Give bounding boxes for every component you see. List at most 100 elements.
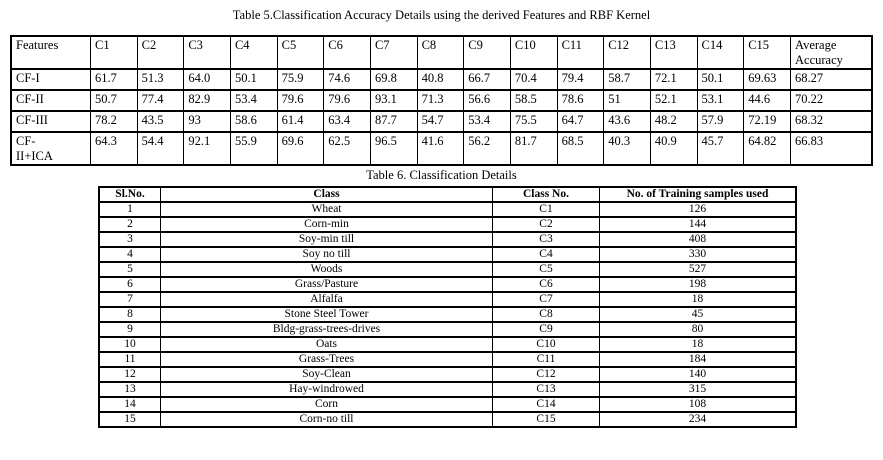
table5-value-cell: 41.6 — [416, 131, 465, 166]
table6-class-cell: Soy no till — [160, 246, 493, 263]
table6-samples-cell: 18 — [599, 336, 797, 353]
table6-classification-table: Sl.No. Class Class No. No. of Training samp… — [98, 186, 797, 428]
table5-value-cell: 58.6 — [229, 110, 278, 133]
table6-classno-cell: C4 — [492, 246, 600, 263]
table5-value-cell: 61.4 — [276, 110, 325, 133]
table6-header-cell: No. of Training samples used — [599, 186, 797, 203]
table5-value-cell: 71.3 — [416, 89, 465, 112]
table6-row: 2 Corn-min C2 144 — [98, 216, 797, 233]
table6-samples-cell: 144 — [599, 216, 797, 233]
table6-samples-cell: 330 — [599, 246, 797, 263]
table5-value-cell: 54.7 — [416, 110, 465, 133]
table5-value-cell: 77.4 — [136, 89, 185, 112]
table5-value-cell: 69.63 — [743, 68, 791, 91]
table6-caption: Table 6. Classification Details — [366, 168, 517, 182]
table6-body: 1 Wheat C1 126 2 Corn-min C2 144 3 Soy-min till C3… — [98, 201, 797, 428]
table6-classno-cell: C9 — [492, 321, 600, 338]
table5-value-cell: 62.5 — [323, 131, 371, 166]
table6-samples-cell: 527 — [599, 261, 797, 278]
table5-feature-cell: CF- II+ICA — [10, 131, 91, 166]
table5-value-cell: 43.5 — [136, 110, 185, 133]
table5-header-cell: C10 — [509, 35, 558, 70]
table6-classno-cell: C12 — [492, 366, 600, 383]
table5-header-cell: C12 — [603, 35, 651, 70]
table6-samples-cell: 184 — [599, 351, 797, 368]
table5-value-cell: 69.8 — [369, 68, 418, 91]
table5-header-cell: C3 — [183, 35, 231, 70]
table5-value-cell: 93 — [183, 110, 231, 133]
table6-classno-cell: C11 — [492, 351, 600, 368]
table6-class-cell: Bldg-grass-trees-drives — [160, 321, 493, 338]
table5-accuracy-table: Features C1 C2 C3 C4 C5 C6 C7 C8 C9 C10 C11 C12 C13 C1… — [10, 35, 873, 166]
table6-classno-cell: C3 — [492, 231, 600, 248]
table6-classno-cell: C7 — [492, 291, 600, 308]
table6-classno-cell: C5 — [492, 261, 600, 278]
table6-classno-cell: C1 — [492, 201, 600, 218]
table5-value-cell: 57.9 — [696, 110, 745, 133]
table6-class-cell: Corn-min — [160, 216, 493, 233]
table5-header-cell: C6 — [323, 35, 371, 70]
table5-value-cell: 40.9 — [649, 131, 698, 166]
table5-value-cell: 50.1 — [229, 68, 278, 91]
table5-value-cell: 55.9 — [229, 131, 278, 166]
table5-value-cell: 40.3 — [603, 131, 651, 166]
table6-class-cell: Alfalfa — [160, 291, 493, 308]
table6-samples-cell: 234 — [599, 411, 797, 428]
table5-body: CF-I 61.7 51.3 64.0 50.1 75.9 74.6 69.8 40.8 66.7… — [10, 68, 873, 166]
table6-classno-cell: C10 — [492, 336, 600, 353]
table6-samples-cell: 80 — [599, 321, 797, 338]
table5-value-cell: 61.7 — [90, 68, 138, 91]
table6-classno-cell: C13 — [492, 381, 600, 398]
table6-samples-cell: 408 — [599, 231, 797, 248]
table5-header-cell: C15 — [743, 35, 791, 70]
table6-classno-cell: C14 — [492, 396, 600, 413]
table5-value-cell: 78.6 — [556, 89, 605, 112]
table5-feature-cell: CF-I — [10, 68, 91, 91]
table5-header-cell: Average Accuracy — [790, 35, 873, 70]
table5-value-cell: 53.4 — [229, 89, 278, 112]
table6-class-cell: Wheat — [160, 201, 493, 218]
table6-row: 13 Hay-windrowed C13 315 — [98, 381, 797, 398]
table6-class-cell: Oats — [160, 336, 493, 353]
table6-samples-cell: 315 — [599, 381, 797, 398]
table6-row: 6 Grass/Pasture C6 198 — [98, 276, 797, 293]
table6-row: 7 Alfalfa C7 18 — [98, 291, 797, 308]
table5-value-cell: 64.0 — [183, 68, 231, 91]
table6-row: 12 Soy-Clean C12 140 — [98, 366, 797, 383]
table5-value-cell: 58.7 — [603, 68, 651, 91]
table6-classno-cell: C2 — [492, 216, 600, 233]
table6-header-row: Sl.No. Class Class No. No. of Training samp… — [98, 186, 797, 203]
table6-samples-cell: 18 — [599, 291, 797, 308]
table6-slno-cell: 12 — [98, 366, 161, 383]
table5-value-cell: 53.1 — [696, 89, 745, 112]
table5-value-cell: 56.6 — [463, 89, 511, 112]
table6-slno-cell: 8 — [98, 306, 161, 323]
table6-row: 3 Soy-min till C3 408 — [98, 231, 797, 248]
table6-slno-cell: 6 — [98, 276, 161, 293]
table5-value-cell: 58.5 — [509, 89, 558, 112]
table5-row: CF- II+ICA 64.3 54.4 92.1 55.9 69.6 62.5 96.5 41… — [10, 131, 873, 166]
table6-slno-cell: 11 — [98, 351, 161, 368]
table6-slno-cell: 9 — [98, 321, 161, 338]
table5-value-cell: 78.2 — [90, 110, 138, 133]
table5-header-cell: C8 — [416, 35, 465, 70]
table6-class-cell: Corn-no till — [160, 411, 493, 428]
table5-value-cell: 75.9 — [276, 68, 325, 91]
table6-class-cell: Grass/Pasture — [160, 276, 493, 293]
table6-slno-cell: 2 — [98, 216, 161, 233]
table5-row: CF-II 50.7 77.4 82.9 53.4 79.6 79.6 93.1 71.3 56.… — [10, 89, 873, 112]
table5-header-cell: C13 — [649, 35, 698, 70]
table5-value-cell: 69.6 — [276, 131, 325, 166]
table5-header-cell: Features — [10, 35, 91, 70]
table6-slno-cell: 7 — [98, 291, 161, 308]
table6-row: 15 Corn-no till C15 234 — [98, 411, 797, 428]
table5-value-cell: 93.1 — [369, 89, 418, 112]
table6-samples-cell: 45 — [599, 306, 797, 323]
table6-slno-cell: 4 — [98, 246, 161, 263]
table6-row: 5 Woods C5 527 — [98, 261, 797, 278]
table6-slno-cell: 3 — [98, 231, 161, 248]
table5-value-cell: 51.3 — [136, 68, 185, 91]
table5-value-cell: 68.5 — [556, 131, 605, 166]
table5-row: CF-III 78.2 43.5 93 58.6 61.4 63.4 87.7 54.7 53.4… — [10, 110, 873, 133]
table5-value-cell: 64.3 — [90, 131, 138, 166]
